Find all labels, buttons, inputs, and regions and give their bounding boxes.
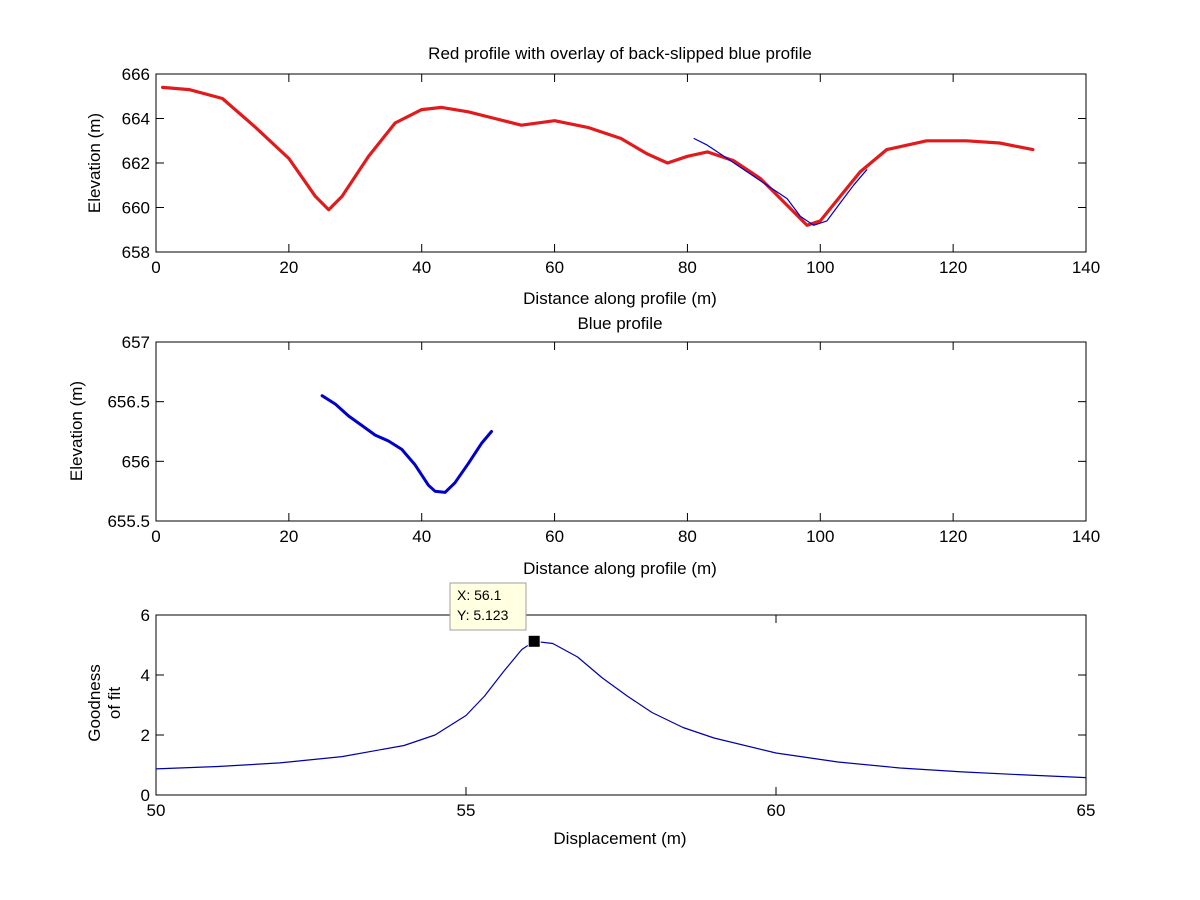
x-tick-label: 40 (412, 258, 431, 277)
middle-axes-box (155, 341, 1087, 522)
x-tick-label: 55 (457, 801, 476, 820)
x-tick-label: 120 (939, 527, 967, 546)
x-tick-label: 100 (806, 258, 834, 277)
datatip-box (449, 582, 527, 631)
y-tick-label: 664 (122, 110, 150, 129)
top-title: Red profile with overlay of back-slipped… (428, 44, 812, 63)
x-tick-label: 140 (1072, 258, 1100, 277)
x-tick-label: 60 (767, 801, 786, 820)
middle-xlabel: Distance along profile (m) (523, 559, 717, 578)
y-tick-label: 2 (141, 726, 150, 745)
x-tick-label: 0 (151, 258, 160, 277)
datatip-marker[interactable] (527, 634, 541, 648)
y-tick-label: 656.5 (107, 393, 150, 412)
top-series (161, 85, 1035, 227)
middle-series (320, 394, 493, 494)
x-tick-label: 50 (147, 801, 166, 820)
middle-ylabel: Elevation (m) (67, 381, 86, 481)
bottom-ticks: 50 55 60 65 0 2 4 6 (141, 606, 1096, 820)
x-tick-label: 80 (678, 258, 697, 277)
bottom-axes-box (155, 614, 1087, 796)
bottom-series (155, 640, 1087, 779)
x-tick-label: 40 (412, 527, 431, 546)
series-line-red-profile (161, 85, 1035, 227)
y-tick-label: 658 (122, 243, 150, 262)
top-ticks: 0 20 40 60 80 100 120 140 658 660 662 664 666 (122, 65, 1101, 277)
middle-ticks: 0 20 40 60 80 100 120 140 655.5 656 656.5 657 (107, 333, 1100, 546)
series-line-blue-profile (320, 394, 493, 494)
y-tick-label: 662 (122, 154, 150, 173)
x-tick-label: 0 (151, 527, 160, 546)
top-axes-box (155, 73, 1087, 253)
y-tick-label: 655.5 (107, 512, 150, 531)
datatip-x-text: X: 56.1 (457, 587, 502, 603)
datatip-y-text: Y: 5.123 (457, 607, 509, 623)
top-plot: Red profile with overlay of back-slipped… (85, 44, 1100, 308)
y-tick-label: 666 (122, 65, 150, 84)
x-tick-label: 20 (279, 258, 298, 277)
x-tick-label: 100 (806, 527, 834, 546)
bottom-ylabel-line1: Goodness (85, 664, 104, 742)
bottom-xlabel: Displacement (m) (553, 829, 686, 848)
x-tick-label: 20 (279, 527, 298, 546)
middle-title: Blue profile (577, 314, 662, 333)
x-tick-label: 140 (1072, 527, 1100, 546)
y-tick-label: 660 (122, 199, 150, 218)
series-line-goodness-of-fit (155, 640, 1087, 779)
y-tick-label: 6 (141, 606, 150, 625)
x-tick-label: 80 (678, 527, 697, 546)
y-tick-label: 0 (141, 786, 150, 805)
datatip[interactable]: X: 56.1 Y: 5.123 (449, 582, 541, 648)
x-tick-label: 120 (939, 258, 967, 277)
bottom-plot: 50 55 60 65 0 2 4 6 Displacement (m) Goodness o… (85, 582, 1096, 848)
series-line-back-slipped-blue-profile (693, 137, 868, 226)
top-ylabel: Elevation (m) (85, 113, 104, 213)
x-tick-label: 60 (545, 258, 564, 277)
x-tick-label: 60 (545, 527, 564, 546)
bottom-ylabel-line2: of fit (105, 687, 124, 719)
y-tick-label: 657 (122, 333, 150, 352)
middle-plot: Blue profile 0 20 40 60 80 100 120 140 655.5 656 6… (67, 314, 1100, 578)
y-tick-label: 656 (122, 452, 150, 471)
y-tick-label: 4 (141, 666, 150, 685)
x-tick-label: 65 (1077, 801, 1096, 820)
top-xlabel: Distance along profile (m) (523, 289, 717, 308)
